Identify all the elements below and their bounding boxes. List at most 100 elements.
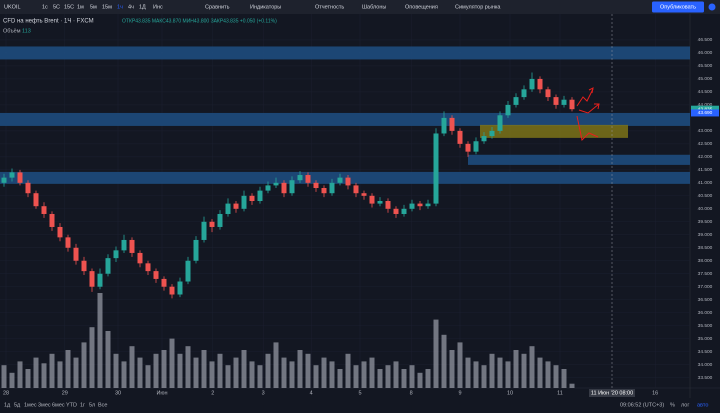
plot <box>0 14 690 388</box>
range-button[interactable]: 3мес <box>38 402 51 408</box>
x-tick-label: Июн <box>156 390 167 396</box>
candle-body <box>385 201 391 209</box>
candle-body <box>225 203 231 214</box>
candle-body <box>553 97 559 105</box>
volume-bar <box>305 353 311 388</box>
candle-body <box>433 133 439 204</box>
symbol[interactable]: UKOIL <box>4 4 21 10</box>
volume-bar <box>257 365 263 388</box>
volume-bar <box>201 350 207 388</box>
volume-bar <box>105 331 111 388</box>
toolbar-item[interactable]: Шаблоны <box>362 4 386 10</box>
volume-bar <box>185 346 191 388</box>
range-button[interactable]: 1г <box>80 402 85 408</box>
volume-bar <box>57 361 63 388</box>
candle-body <box>9 172 15 178</box>
candle-body <box>297 175 303 181</box>
candle-body <box>193 239 199 261</box>
y-tick-label: 43.000 <box>698 128 713 134</box>
volume-bar <box>153 353 159 388</box>
volume-bar <box>561 369 567 388</box>
price-axis <box>690 14 720 398</box>
timeframe[interactable]: 15м <box>102 4 112 10</box>
toolbar-item[interactable]: Отчетность <box>315 4 344 10</box>
price-label: 43.835 <box>698 106 713 112</box>
timeframe[interactable]: 1с <box>42 4 48 10</box>
y-tick-label: 42.000 <box>698 154 713 160</box>
volume-bar <box>281 357 287 388</box>
toolbar-item[interactable]: Оповещения <box>405 4 438 10</box>
y-tick-label: 44.500 <box>698 89 713 95</box>
volume-bar <box>553 365 559 388</box>
range-button[interactable]: 5д <box>14 402 21 408</box>
range-button[interactable]: 5л <box>89 402 95 408</box>
hand-drawing <box>576 87 600 142</box>
y-tick-label: 36.000 <box>698 310 713 316</box>
candle-body <box>201 221 207 240</box>
y-tick-label: 41.000 <box>698 180 713 186</box>
volume-bar <box>569 383 575 388</box>
volume-bar <box>353 365 359 388</box>
timeframe[interactable]: 1ч <box>117 4 123 10</box>
volume-bar <box>521 353 527 388</box>
y-tick-label: 33.500 <box>698 375 713 381</box>
timeframe[interactable]: Инс <box>153 4 163 10</box>
candle-body <box>377 201 383 204</box>
x-tick-label: 3 <box>262 390 265 396</box>
publish-label[interactable]: Опубликовать <box>660 4 696 10</box>
candle-body <box>289 180 295 194</box>
volume-bar <box>489 353 495 388</box>
candle-body <box>57 226 63 238</box>
volume-bar <box>321 357 327 388</box>
candle-body <box>41 206 47 214</box>
log-toggle[interactable]: лог <box>681 402 689 408</box>
x-tick-label: 30 <box>115 390 121 396</box>
percent-toggle[interactable]: % <box>670 402 675 408</box>
volume-bar <box>289 361 295 388</box>
volume-bar <box>545 361 551 388</box>
candle-body <box>233 203 239 209</box>
volume-bar <box>441 334 447 388</box>
candle-body <box>217 213 223 227</box>
volume-bar <box>129 346 135 388</box>
range-button[interactable]: 6мес <box>52 402 65 408</box>
volume-bar <box>209 361 215 388</box>
toolbar-item[interactable]: Индикаторы <box>250 4 281 10</box>
volume-bar <box>417 372 423 388</box>
timeframe[interactable]: 15С <box>64 4 74 10</box>
range-button[interactable]: Все <box>98 402 107 408</box>
candle-body <box>265 185 271 191</box>
candle-body <box>481 136 487 142</box>
candle-body <box>97 273 103 287</box>
y-tick-label: 42.500 <box>698 141 713 147</box>
timeframe[interactable]: 5м <box>90 4 97 10</box>
account-icon[interactable] <box>708 3 716 11</box>
y-tick-label: 34.000 <box>698 362 713 368</box>
drawn-arrow <box>578 103 600 114</box>
candle-body <box>361 193 367 196</box>
timeframe[interactable]: 1м <box>77 4 84 10</box>
volume-bar <box>9 372 15 388</box>
volume-bar <box>337 369 343 388</box>
timeframe[interactable]: 4ч <box>128 4 134 10</box>
candle-body <box>305 175 311 183</box>
range-button[interactable]: 1д <box>4 402 11 408</box>
publish-button[interactable] <box>652 1 704 13</box>
y-tick-label: 46.000 <box>698 50 713 56</box>
auto-toggle[interactable]: авто <box>697 402 708 408</box>
toolbar-item[interactable]: Симулятор рынка <box>455 4 501 10</box>
range-button[interactable]: YTD <box>66 402 77 408</box>
toolbar-item[interactable]: Сравнить <box>205 4 230 10</box>
volume-bar <box>41 363 47 388</box>
x-tick-label: 28 <box>3 390 9 396</box>
x-tick-label: 9 <box>458 390 461 396</box>
zone <box>0 46 690 60</box>
timeframe[interactable]: 1Д <box>139 4 146 10</box>
timeframe[interactable]: 5С <box>53 4 60 10</box>
x-tick-label: 16 <box>652 390 658 396</box>
volume-bar <box>49 353 55 388</box>
range-button[interactable]: 1мес <box>24 402 37 408</box>
candle-body <box>273 182 279 186</box>
candle-body <box>441 117 447 134</box>
volume-bar <box>313 365 319 388</box>
